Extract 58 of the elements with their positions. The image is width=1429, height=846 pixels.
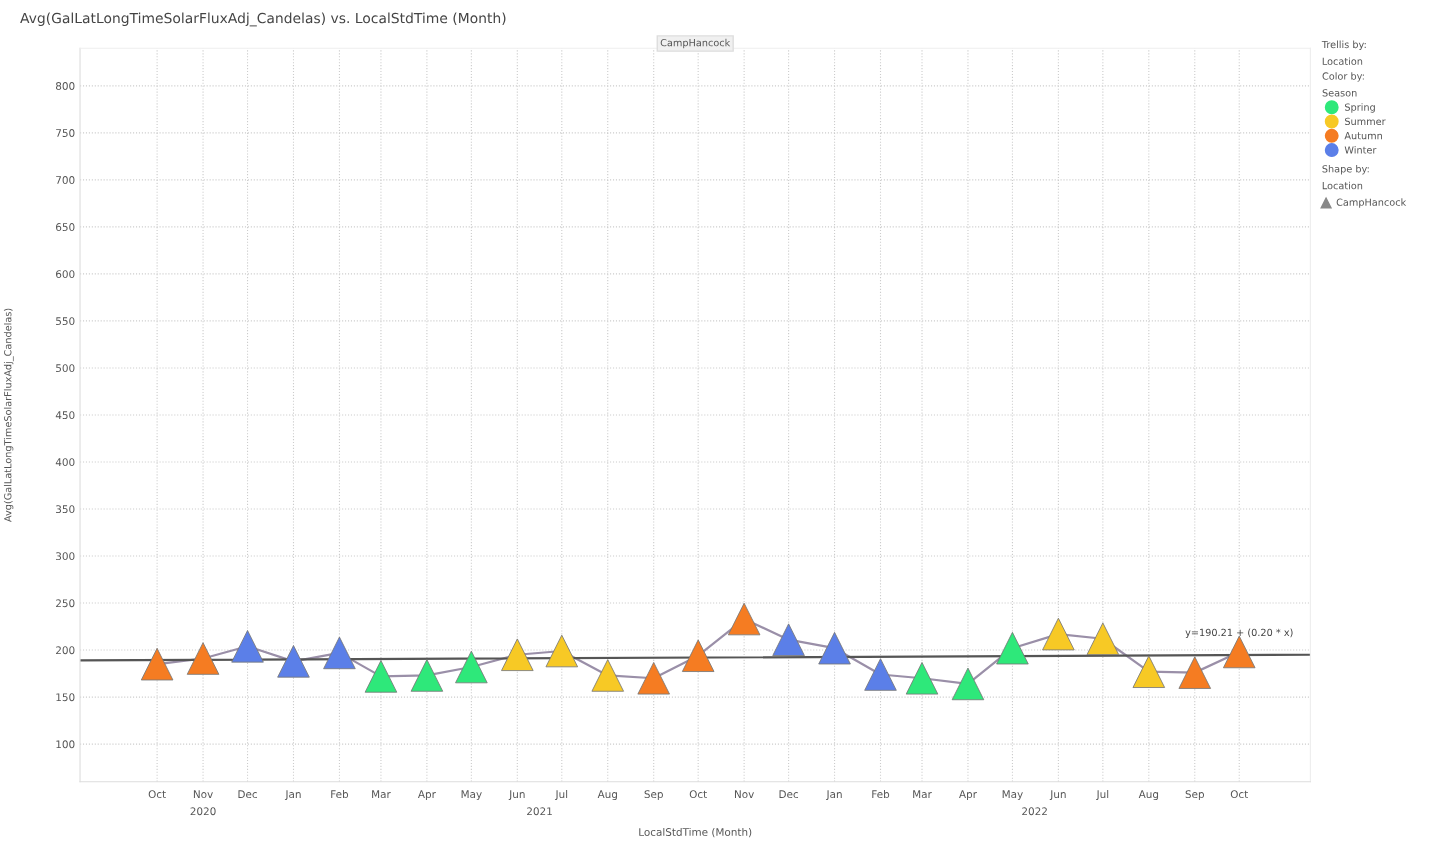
text: CampHancock [1336, 198, 1407, 208]
y-tick-label: 200 [56, 646, 75, 655]
x-tick-label: Apr [417, 790, 436, 801]
x-tick-label: Jul [554, 790, 568, 801]
x-tick-label: Jan [284, 790, 301, 801]
x-tick-label: Mar [913, 790, 932, 799]
x-tick-label: Jan [825, 790, 842, 801]
chart-subtitle: CampHancock [660, 38, 731, 49]
legend-label: Autumn [1344, 132, 1382, 140]
x-tick-label: Nov [193, 790, 213, 799]
x2-tick-label: 2021 [527, 807, 552, 816]
x-tick-label: Aug [1138, 790, 1159, 801]
y-tick-label: 150 [56, 693, 75, 702]
y-tick-label: 400 [55, 458, 75, 467]
y-tick-label: 300 [56, 552, 75, 561]
x-tick-label: Aug [597, 790, 617, 801]
text: Shape by: Location [1322, 164, 1369, 190]
annotation: y=190.21 + (0.20 * x) [1185, 628, 1293, 638]
y-tick-label: 700 [56, 176, 75, 184]
x-tick-label: Apr [959, 790, 977, 801]
y-tick-label: 250 [56, 599, 75, 608]
x-tick-label: Sep [1185, 790, 1205, 801]
y-tick-label: 450 [55, 411, 75, 420]
y-tick-label: 550 [56, 317, 75, 326]
y-tick-label: 500 [56, 364, 75, 373]
x-axis-title: LocalStdTime (Month) [639, 827, 752, 838]
x-tick-label: Feb [872, 790, 890, 799]
point [1132, 655, 1166, 688]
x-tick-label: Jul [1096, 790, 1109, 801]
x-tick-label: Sep [644, 790, 663, 801]
y-tick-label: 100 [56, 740, 75, 749]
x-tick-label: Oct [1230, 790, 1248, 799]
point [996, 631, 1029, 665]
y-axis-title: Avg(GalLatLongTimeSolarFluxAdj_Candelas) [3, 308, 14, 523]
x-tick-label: May [461, 790, 482, 801]
x-tick-label: Oct [689, 790, 707, 799]
x-tick-label: Nov [734, 790, 754, 799]
chart-title: Avg(GalLatLongTimeSolarFluxAdj_Candelas) vs. LocalStdTime (Month) [20, 12, 506, 27]
x2-tick-label: 2022 [1022, 807, 1047, 816]
x-tick-label: Jun [508, 790, 525, 801]
y-tick-label: 650 [56, 223, 75, 231]
y-tick-label: 750 [56, 129, 75, 137]
y-tick-label: 600 [56, 270, 75, 279]
x-tick-label: Feb [331, 790, 349, 799]
y-tick-label: 800 [55, 82, 75, 90]
x-tick-label: Mar [372, 790, 391, 799]
x-tick-label: Dec [238, 790, 257, 799]
legend-label: Spring [1345, 103, 1375, 113]
x-tick-label: May [1002, 790, 1023, 801]
x-tick-label: Jun [1049, 790, 1066, 801]
text: Trellis by: Location [1321, 40, 1366, 65]
legend-label: Winter [1344, 146, 1377, 154]
x-tick-label: Oct [148, 790, 166, 799]
x-tick-label: Dec [779, 790, 799, 799]
x2-tick-label: 2020 [190, 807, 216, 816]
y-tick-label: 350 [56, 505, 75, 514]
legend-title: Color by: Season [1322, 72, 1364, 97]
legend-label: Summer [1345, 117, 1386, 126]
